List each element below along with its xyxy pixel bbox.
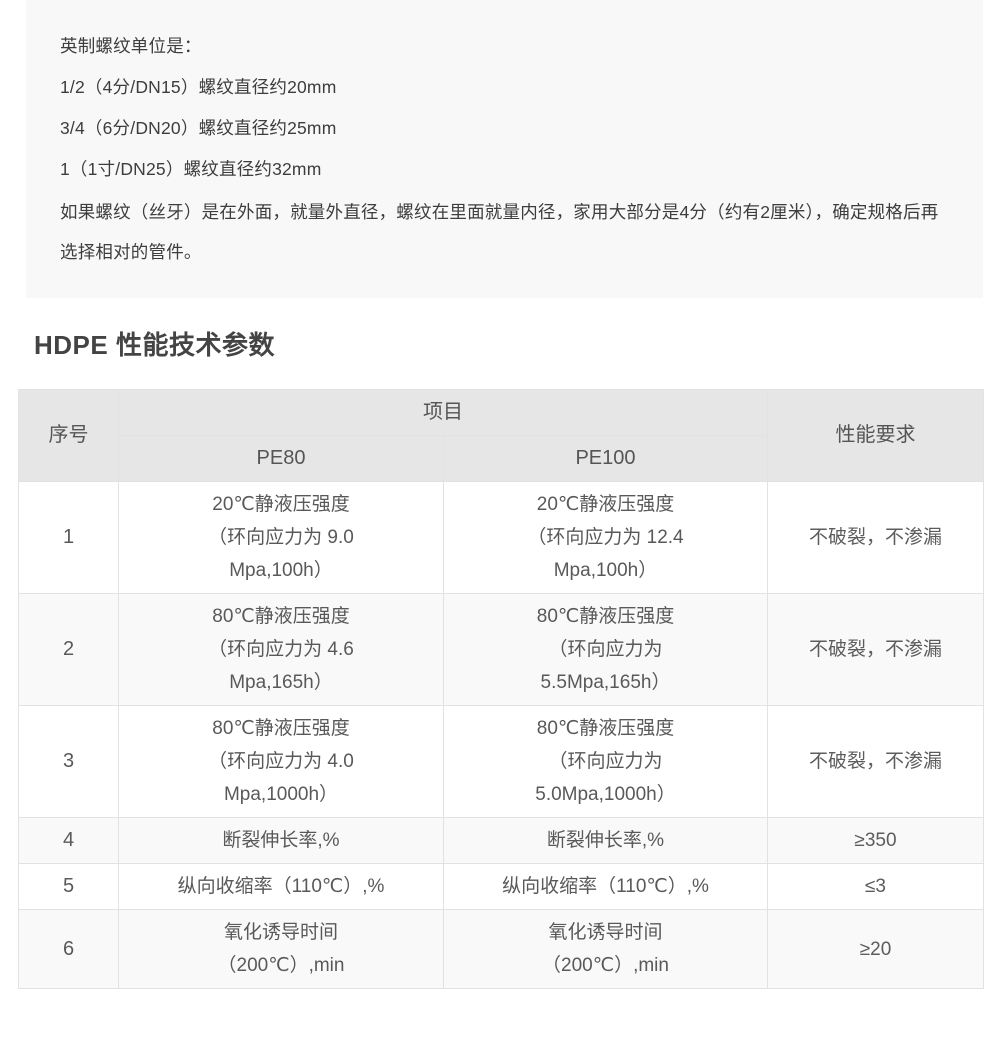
cell-no: 6 (18, 909, 119, 989)
notice-line-3: 1（1寸/DN25）螺纹直径约32mm (60, 159, 322, 179)
notice-paragraph: 如果螺纹（丝牙）是在外面，就量外直径，螺纹在里面就量内径，家用大部分是4分（约有… (60, 202, 939, 262)
notice-line-2: 3/4（6分/DN20）螺纹直径约25mm (60, 118, 337, 138)
cell-requirement: 不破裂，不渗漏 (767, 593, 984, 706)
header-cell-no: 序号 (18, 389, 119, 482)
cell-requirement: ≥350 (767, 817, 984, 864)
cell-no: 5 (18, 863, 119, 910)
cell-pe100: 80℃静液压强度 （环向应力为 5.5Mpa,165h） (443, 593, 768, 706)
table-head: 序号 项目 性能要求 PE80 PE100 (18, 389, 984, 482)
cell-pe100: 氧化诱导时间 （200℃）,min (443, 909, 768, 989)
spec-table-container: 序号 项目 性能要求 PE80 PE100 1 20℃静液压强度 （环向应力为 9… (18, 389, 984, 989)
table-header-row-2: PE80 PE100 (19, 435, 984, 482)
cell-no: 2 (18, 593, 119, 706)
notice-line-1: 1/2（4分/DN15）螺纹直径约20mm (60, 77, 337, 97)
notice-panel: 英制螺纹单位是： 1/2（4分/DN15）螺纹直径约20mm 3/4（6分/DN… (26, 0, 983, 298)
cell-no: 4 (18, 817, 119, 864)
cell-pe80: 断裂伸长率,% (118, 817, 444, 864)
cell-requirement: ≥20 (767, 909, 984, 989)
table-row: 3 80℃静液压强度 （环向应力为 4.0 Mpa,1000h） 80℃静液压强度（… (18, 705, 984, 818)
table-row: 4 断裂伸长率,% 断裂伸长率,% ≥350 (18, 817, 984, 864)
cell-pe100: 断裂伸长率,% (443, 817, 768, 864)
cell-requirement: 不破裂，不渗漏 (767, 705, 984, 818)
table-row: 1 20℃静液压强度 （环向应力为 9.0 Mpa,100h） 20℃静液压强度 （环… (18, 481, 984, 594)
header-cell-group: 项目 (118, 389, 768, 436)
table-row: 5 纵向收缩率（110℃）,% 纵向收缩率（110℃）,% ≤3 (18, 863, 984, 910)
table-header-row-1: 序号 项目 性能要求 (18, 389, 984, 482)
hdpe-spec-table: 序号 项目 性能要求 PE80 PE100 1 20℃静液压强度 （环向应力为 9… (18, 389, 984, 989)
cell-no: 1 (18, 481, 119, 594)
header-cell-pe80: PE80 (118, 435, 444, 482)
notice-line-0: 英制螺纹单位是： (60, 36, 202, 56)
header-cell-requirement: 性能要求 (767, 389, 984, 482)
cell-pe100: 纵向收缩率（110℃）,% (443, 863, 768, 910)
cell-no: 3 (18, 705, 119, 818)
cell-pe80: 纵向收缩率（110℃）,% (118, 863, 444, 910)
cell-pe80: 80℃静液压强度 （环向应力为 4.6 Mpa,165h） (118, 593, 444, 706)
cell-pe100: 80℃静液压强度 （环向应力为 5.0Mpa,1000h） (443, 705, 768, 818)
cell-pe100: 20℃静液压强度 （环向应力为 12.4 Mpa,100h） (443, 481, 768, 594)
cell-requirement: ≤3 (767, 863, 984, 910)
header-cell-pe100: PE100 (443, 435, 768, 482)
table-row: 6 氧化诱导时间 （200℃）,min 氧化诱导时间 （200℃）,min ≥20 (18, 909, 984, 989)
cell-pe80: 80℃静液压强度 （环向应力为 4.0 Mpa,1000h） (118, 705, 444, 818)
table-body: 1 20℃静液压强度 （环向应力为 9.0 Mpa,100h） 20℃静液压强度 （环… (18, 481, 984, 989)
cell-pe80: 20℃静液压强度 （环向应力为 9.0 Mpa,100h） (118, 481, 444, 594)
cell-requirement: 不破裂，不渗漏 (767, 481, 984, 594)
table-row: 2 80℃静液压强度 （环向应力为 4.6 Mpa,165h） 80℃静液压强度 （环… (18, 593, 984, 706)
page-title: HDPE 性能技术参数 (34, 330, 275, 360)
cell-pe80: 氧化诱导时间 （200℃）,min (118, 909, 444, 989)
